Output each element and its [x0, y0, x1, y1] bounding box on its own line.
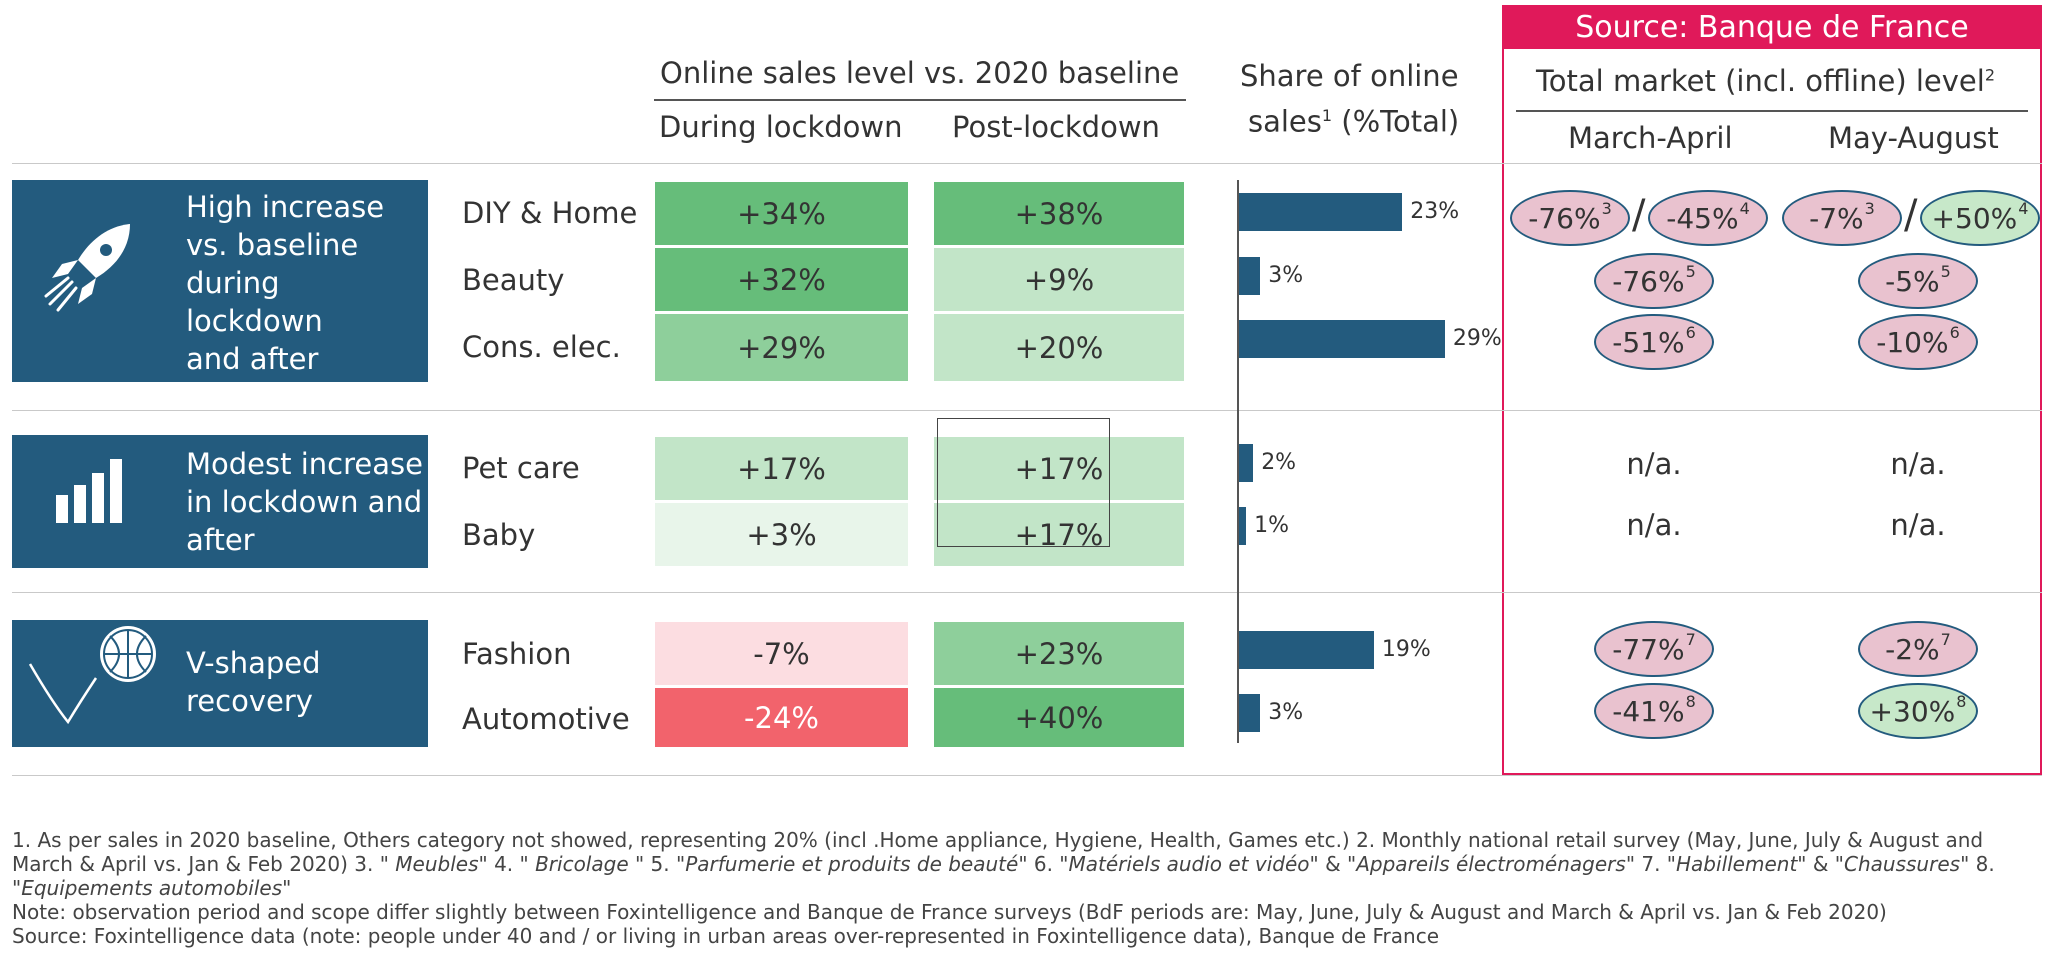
- category-label-fashion: Fashion: [462, 637, 572, 671]
- share-label-baby: 1%: [1254, 513, 1289, 538]
- cell-during-beauty: +32%: [655, 248, 908, 311]
- share-label-diy-home: 23%: [1410, 199, 1460, 224]
- group-label-modest-increase: Modest increase in lockdown and after: [186, 447, 423, 557]
- oval-may-august-diy-home-a: -7% 3: [1782, 190, 1902, 246]
- category-label-diy-home: DIY & Home: [462, 196, 638, 230]
- footnotes: 1. As per sales in 2020 baseline, Others…: [12, 828, 2032, 948]
- header-post-lockdown: Post-lockdown: [952, 110, 1160, 144]
- group-box-high-increase: High increase vs. baseline during lockdo…: [12, 180, 428, 382]
- oval-march-april-diy-home-a: -76% 3: [1510, 190, 1630, 246]
- group-box-modest-increase: Modest increase in lockdown and after: [12, 435, 428, 568]
- cell-during-baby: +3%: [655, 503, 908, 566]
- group-label-high-increase: High increase vs. baseline during lockdo…: [186, 190, 385, 376]
- separator-group2: [12, 592, 2042, 593]
- header-may-august: May-August: [1828, 121, 1999, 155]
- na-may-august-pet-care: n/a.: [1890, 447, 1946, 481]
- oval-march-april-cons-elec: -51% 6: [1594, 314, 1714, 370]
- share-label-pet-care: 2%: [1261, 450, 1297, 475]
- category-label-baby: Baby: [462, 518, 536, 552]
- share-bar-diy-home: [1239, 193, 1403, 231]
- oval-may-august-fashion: -2% 7: [1858, 621, 1978, 677]
- cell-during-fashion: -7%: [655, 622, 908, 685]
- cell-post-baby: +17%: [934, 503, 1184, 566]
- oval-march-april-beauty: -76% 5: [1594, 253, 1714, 309]
- cell-post-diy-home: +38%: [934, 182, 1184, 245]
- basketball-icon: [28, 626, 156, 725]
- footnote-definitions: 1. As per sales in 2020 baseline, Others…: [12, 828, 1995, 900]
- cell-post-beauty: +9%: [934, 248, 1184, 311]
- share-axis-line: [1237, 180, 1239, 743]
- separator-bottom: [12, 775, 2042, 776]
- header-online-sales-underline: [654, 99, 1186, 101]
- oval-march-april-automotive: -41% 8: [1594, 683, 1714, 739]
- category-label-cons-elec: Cons. elec.: [462, 330, 621, 364]
- header-share-line1: Share of online: [1240, 59, 1459, 93]
- na-march-april-pet-care: n/a.: [1626, 447, 1682, 481]
- cell-during-cons-elec: +29%: [655, 314, 908, 381]
- source-banner: Source: Banque de France: [1502, 5, 2042, 49]
- oval-may-august-beauty: -5% 5: [1858, 253, 1978, 309]
- cell-during-diy-home: +34%: [655, 182, 908, 245]
- oval-march-april-fashion: -77% 7: [1594, 621, 1714, 677]
- header-total-market: Total market (incl. offline) level2: [1536, 64, 1996, 98]
- header-march-april: March-April: [1568, 121, 1733, 155]
- oval-separator-slash-may-august: /: [1904, 192, 1918, 238]
- share-bar-automotive: [1239, 694, 1261, 732]
- share-bar-baby: [1239, 507, 1247, 545]
- share-label-automotive: 3%: [1268, 700, 1304, 725]
- cell-during-pet-care: +17%: [655, 437, 908, 500]
- cell-post-fashion: +23%: [934, 622, 1184, 685]
- header-online-sales: Online sales level vs. 2020 baseline: [660, 56, 1180, 90]
- category-label-beauty: Beauty: [462, 263, 565, 297]
- share-bar-fashion: [1239, 631, 1374, 669]
- header-share-of-online-sales: Share of online sales1 (%Total): [1240, 56, 1459, 142]
- rocket-icon: [44, 224, 130, 312]
- oval-may-august-cons-elec: -10% 6: [1858, 314, 1978, 370]
- oval-may-august-diy-home-b: +50% 4: [1920, 190, 2040, 246]
- oval-separator-slash-march-april: /: [1632, 192, 1646, 238]
- bar-chart-icon: [56, 459, 122, 523]
- header-share-line2: sales1 (%Total): [1248, 104, 1460, 139]
- na-march-april-baby: n/a.: [1626, 508, 1682, 542]
- share-bar-beauty: [1239, 257, 1261, 295]
- category-label-automotive: Automotive: [462, 702, 630, 736]
- cell-post-automotive: +40%: [934, 688, 1184, 747]
- share-label-fashion: 19%: [1381, 637, 1431, 662]
- group-box-v-shaped: V-shaped recovery: [12, 620, 428, 747]
- cell-during-automotive: -24%: [655, 688, 908, 747]
- na-may-august-baby: n/a.: [1890, 508, 1946, 542]
- group-label-v-shaped: V-shaped recovery: [186, 646, 321, 718]
- share-bar-cons-elec: [1239, 320, 1445, 358]
- share-label-beauty: 3%: [1268, 263, 1304, 288]
- cell-post-cons-elec: +20%: [934, 314, 1184, 381]
- separator-top: [12, 163, 2042, 164]
- header-during-lockdown: During lockdown: [659, 110, 903, 144]
- header-total-market-underline: [1516, 110, 2028, 112]
- footnote-note: Note: observation period and scope diffe…: [12, 900, 1887, 924]
- separator-group1: [12, 410, 2042, 411]
- oval-march-april-diy-home-b: -45% 4: [1648, 190, 1768, 246]
- footnote-source: Source: Foxintelligence data (note: peop…: [12, 924, 1439, 948]
- selection-rectangle: [937, 418, 1110, 547]
- cell-post-pet-care: +17%: [934, 437, 1184, 500]
- oval-may-august-automotive: +30% 8: [1858, 683, 1978, 739]
- share-bar-pet-care: [1239, 444, 1254, 482]
- category-label-pet-care: Pet care: [462, 451, 580, 485]
- share-label-cons-elec: 29%: [1452, 326, 1502, 351]
